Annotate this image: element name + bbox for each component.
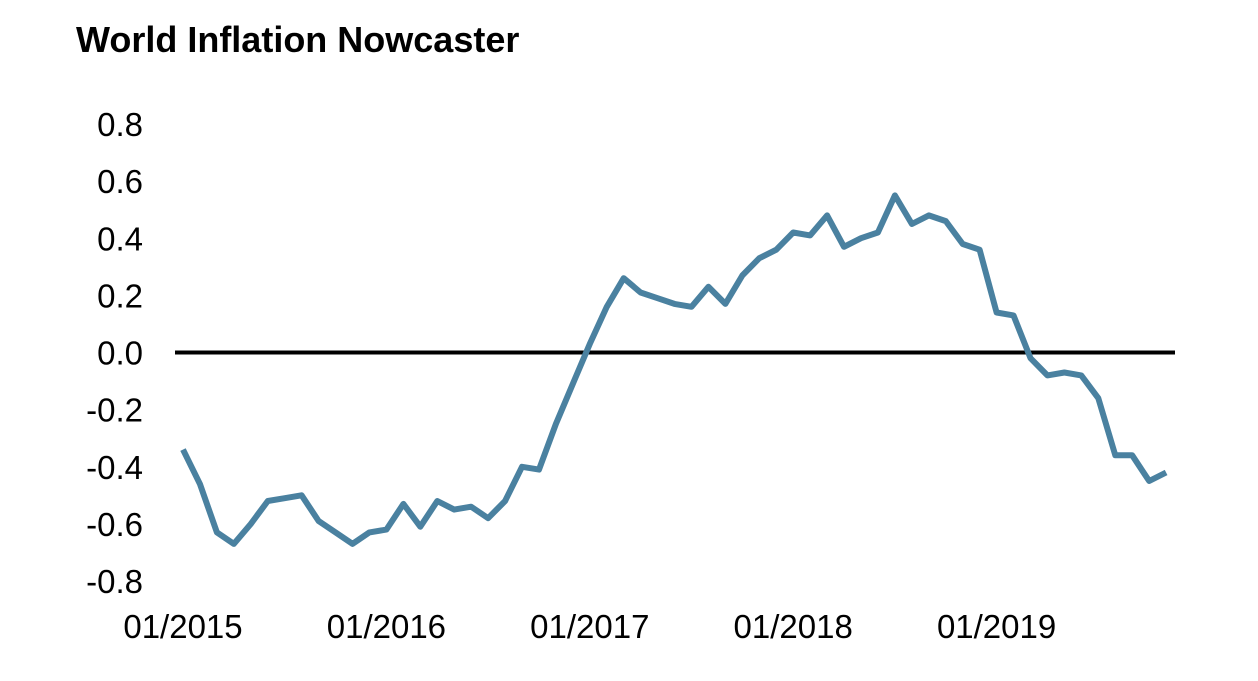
y-tick-label: 0.4 [97, 220, 143, 257]
y-tick-label: 0.0 [97, 335, 143, 372]
x-tick-label: 01/2019 [937, 608, 1056, 645]
x-tick-label: 01/2018 [734, 608, 853, 645]
chart-title: World Inflation Nowcaster [76, 19, 520, 60]
x-tick-label: 01/2016 [327, 608, 446, 645]
y-tick-label: -0.2 [86, 392, 143, 429]
y-tick-label: 0.6 [97, 163, 143, 200]
x-tick-label: 01/2015 [123, 608, 242, 645]
x-tick-label: 01/2017 [530, 608, 649, 645]
series-layer [180, 192, 1168, 547]
x-axis-tick-labels: 01/2015 01/2016 01/2017 01/2018 01/2019 [123, 608, 1056, 645]
y-tick-label: -0.8 [86, 563, 143, 600]
series-line [180, 192, 1168, 547]
y-axis-tick-labels: 0.8 0.6 0.4 0.2 0.0 -0.2 -0.4 -0.6 -0.8 [86, 106, 143, 600]
y-tick-label: 0.2 [97, 277, 143, 314]
y-tick-label: -0.6 [86, 506, 143, 543]
y-tick-label: 0.8 [97, 106, 143, 143]
y-tick-label: -0.4 [86, 449, 143, 486]
